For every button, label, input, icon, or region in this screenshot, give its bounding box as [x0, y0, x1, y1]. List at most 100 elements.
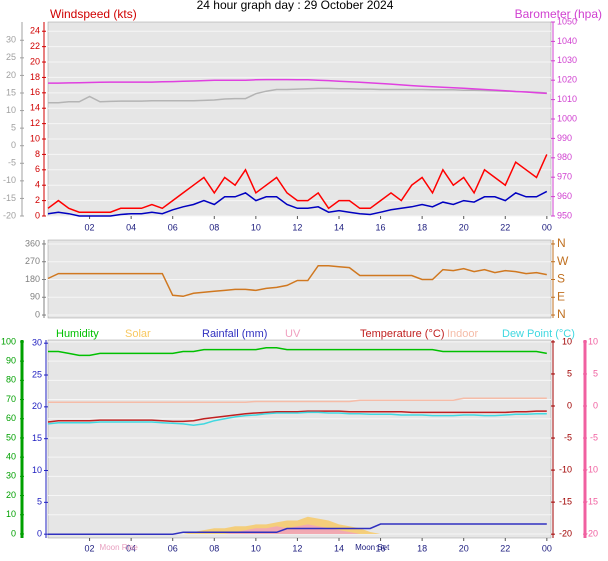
y2-axis-label: Barometer (hpa) — [515, 7, 602, 21]
legend-label: Solar — [125, 328, 151, 340]
line — [47, 154, 548, 213]
y-tick-label: 40 — [6, 452, 16, 462]
y-tick-label: 30 — [6, 35, 16, 45]
area — [48, 516, 547, 534]
y-tick-label: 1020 — [557, 75, 577, 85]
y-tick-label: 5 — [567, 368, 572, 378]
y-tick-label: 0 — [35, 309, 40, 319]
y-tick-label: 20 — [32, 401, 42, 411]
y-tick-label: 0 — [37, 529, 42, 539]
y-tick-label: 60 — [6, 413, 16, 423]
y-tick-label: 1000 — [557, 113, 577, 123]
y-tick-label: -10 — [559, 464, 572, 474]
y-tick-label: 0 — [567, 400, 572, 410]
y-tick-label: 25 — [6, 52, 16, 62]
y-tick-label: 10 — [6, 509, 16, 519]
x-tick-label: 02 — [85, 222, 95, 232]
legend-label: Indoor — [447, 328, 479, 340]
y-tick-label: 960 — [557, 191, 572, 201]
y-tick-label: 22 — [30, 41, 40, 51]
line — [48, 523, 547, 535]
x-tick-label: 14 — [334, 222, 344, 232]
y-tick-label: 30 — [32, 338, 42, 348]
y-tick-label: -15 — [3, 193, 16, 203]
y-tick-label: 10 — [32, 465, 42, 475]
y-tick-label: 0 — [35, 210, 40, 220]
y-tick-label: 1050 — [557, 16, 577, 26]
line — [47, 190, 548, 217]
y-tick-label: 25 — [32, 369, 42, 379]
y-tick-label: 270 — [25, 256, 40, 266]
plot-area — [47, 339, 552, 539]
y-tick-label: 0 — [11, 140, 16, 150]
y-tick-label: 180 — [25, 274, 40, 284]
y-tick-label: 8 — [35, 149, 40, 159]
y-tick-label: 1040 — [557, 36, 577, 46]
legend-label: Rainfall (mm) — [202, 328, 267, 340]
y-tick-label: S — [557, 272, 565, 286]
y-tick-label: N — [557, 307, 566, 321]
y-tick-label: 1010 — [557, 94, 577, 104]
x-tick-label: 18 — [417, 222, 427, 232]
x-tick-label: 18 — [417, 543, 427, 553]
y-tick-label: -15 — [585, 496, 598, 506]
x-tick-label: 06 — [168, 543, 178, 553]
y-tick-label: 980 — [557, 152, 572, 162]
line — [47, 264, 547, 298]
legend-label: Humidity — [56, 328, 99, 340]
legend-label: Dew Point (°C) — [502, 328, 575, 340]
y-tick-label: 2 — [35, 195, 40, 205]
y-tick-label: 10 — [6, 105, 16, 115]
y-tick-label: 100 — [1, 336, 16, 346]
y-tick-label: 20 — [6, 70, 16, 80]
y-tick-label: 20 — [30, 56, 40, 66]
line — [47, 411, 547, 426]
y-tick-label: 20 — [6, 490, 16, 500]
line — [47, 410, 547, 423]
y-tick-label: 950 — [557, 210, 572, 220]
legend-label: UV — [285, 328, 301, 340]
y-tick-label: 0 — [593, 400, 598, 410]
line — [48, 397, 547, 403]
y-tick-label: N — [557, 236, 566, 250]
y-tick-label: 0 — [11, 528, 16, 538]
line — [48, 346, 547, 357]
y-tick-label: 70 — [6, 394, 16, 404]
line — [48, 87, 547, 104]
y-tick-label: 5 — [11, 123, 16, 133]
y-tick-label: 15 — [6, 87, 16, 97]
y-tick-label: W — [557, 254, 569, 268]
x-tick-label: 12 — [292, 222, 302, 232]
x-tick-label: 04 — [126, 543, 136, 553]
y-tick-label: 12 — [30, 118, 40, 128]
y-tick-label: 10 — [588, 336, 598, 346]
y-tick-label: 14 — [30, 103, 40, 113]
y-tick-label: 5 — [593, 368, 598, 378]
y-tick-label: 6 — [35, 164, 40, 174]
x-tick-label: 16 — [376, 222, 386, 232]
annotation: Moon Set — [355, 543, 390, 552]
line — [48, 78, 547, 95]
x-tick-label: 04 — [126, 222, 136, 232]
y-tick-label: 10 — [30, 133, 40, 143]
chart-title: 24 hour graph day : 29 October 2024 — [197, 0, 394, 12]
x-tick-label: 10 — [251, 222, 261, 232]
y-tick-label: 970 — [557, 172, 572, 182]
x-tick-label: 16 — [376, 543, 386, 553]
annotation: Moon Rise — [100, 543, 139, 552]
y-tick-label: -5 — [590, 432, 598, 442]
y-tick-label: E — [557, 289, 565, 303]
y-tick-label: 10 — [562, 336, 572, 346]
x-tick-label: 20 — [459, 222, 469, 232]
y-tick-label: 16 — [30, 87, 40, 97]
y-tick-label: 50 — [6, 432, 16, 442]
y-tick-label: 990 — [557, 133, 572, 143]
y-tick-label: -20 — [559, 529, 572, 539]
y-tick-label: 80 — [6, 375, 16, 385]
y-tick-label: 15 — [32, 433, 42, 443]
y-tick-label: -20 — [585, 529, 598, 539]
y-tick-label: 90 — [30, 292, 40, 302]
x-tick-label: 08 — [209, 222, 219, 232]
y-tick-label: 24 — [30, 26, 40, 36]
